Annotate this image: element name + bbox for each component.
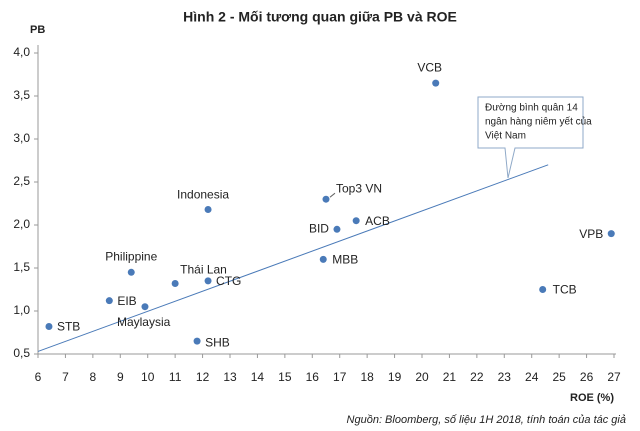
point-label: ACB — [365, 214, 390, 228]
x-tick-label: 21 — [443, 370, 457, 384]
x-axis-label: ROE (%) — [570, 392, 614, 404]
x-tick-label: 9 — [117, 370, 124, 384]
y-tick-label: 2,5 — [13, 174, 30, 188]
y-tick-label: 3,0 — [13, 131, 30, 145]
point-label: BID — [309, 221, 329, 235]
y-tick-label: 1,5 — [13, 260, 30, 274]
chart-title: Hình 2 - Mối tương quan giữa PB và ROE — [183, 9, 457, 25]
x-tick-label: 7 — [62, 370, 69, 384]
x-tick-label: 24 — [525, 370, 539, 384]
point — [322, 195, 330, 203]
y-tick-label: 1,0 — [13, 303, 30, 317]
point — [539, 286, 547, 293]
point-label: VPB — [579, 227, 603, 241]
x-tick-label: 15 — [278, 370, 292, 384]
x-tick-label: 6 — [35, 370, 42, 384]
source-note: Nguồn: Bloomberg, số liệu 1H 2018, tính … — [347, 414, 626, 426]
x-tick-label: 14 — [251, 370, 265, 384]
point — [352, 217, 360, 225]
point-label: Indonesia — [177, 188, 229, 202]
x-tick-label: 23 — [498, 370, 512, 384]
point — [105, 297, 113, 305]
x-tick-label: 13 — [223, 370, 237, 384]
x-tick-label: 11 — [169, 370, 182, 384]
point — [607, 230, 615, 238]
point-label: VCB — [417, 60, 442, 74]
point-label: CTG — [216, 274, 241, 288]
x-tick-label: 26 — [580, 370, 594, 384]
point-label: EIB — [117, 294, 136, 308]
point-label: MBB — [332, 253, 358, 267]
point — [432, 79, 440, 87]
point — [127, 268, 135, 276]
point-label: Philippine — [105, 249, 157, 263]
y-tick-label: 2,0 — [13, 217, 30, 231]
point-label: SHB — [205, 335, 230, 349]
trend-line — [37, 164, 549, 352]
annotation-line: Việt Nam — [485, 131, 526, 142]
y-tick-label: 0,5 — [13, 346, 30, 360]
y-tick-label: 4,0 — [13, 45, 30, 59]
callout-box — [477, 96, 584, 179]
x-tick-label: 25 — [552, 370, 566, 384]
x-tick-label: 10 — [141, 370, 155, 384]
point — [333, 225, 341, 233]
point-label: Thái Lan — [180, 263, 227, 277]
point — [171, 279, 179, 287]
x-tick-label: 8 — [90, 370, 97, 384]
annotation-line: Đường bình quân 14 — [485, 103, 578, 114]
x-tick-label: 16 — [306, 370, 320, 384]
leader-line — [329, 192, 336, 198]
y-tick-label: 3,5 — [13, 88, 30, 102]
y-axis-label: PB — [30, 24, 45, 36]
point — [45, 322, 53, 330]
x-tick-label: 20 — [415, 370, 429, 384]
point-label: Maylaysia — [117, 315, 171, 329]
annotation-line: ngân hàng niêm yết của — [485, 116, 592, 128]
x-tick-label: 12 — [196, 370, 210, 384]
x-tick-label: 27 — [607, 370, 621, 384]
point — [204, 206, 212, 214]
point — [204, 277, 212, 285]
point — [193, 337, 201, 345]
x-tick-label: 17 — [333, 370, 347, 384]
point — [141, 303, 149, 311]
x-tick-label: 22 — [470, 370, 484, 384]
point-label: Top3 VN — [336, 181, 382, 195]
x-tick-label: 19 — [388, 370, 402, 384]
x-tick-label: 18 — [360, 370, 374, 384]
point-label: STB — [57, 320, 80, 334]
point-label: TCB — [553, 283, 577, 297]
point — [319, 255, 327, 263]
